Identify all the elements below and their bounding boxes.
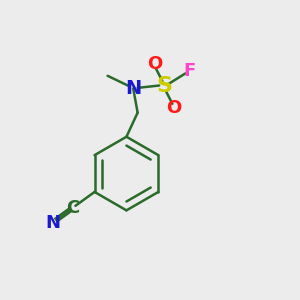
Text: C: C	[66, 199, 79, 217]
Text: O: O	[166, 99, 181, 117]
Text: N: N	[45, 214, 60, 232]
Text: O: O	[147, 55, 162, 73]
Text: S: S	[156, 76, 172, 96]
Text: F: F	[184, 62, 196, 80]
Text: N: N	[125, 79, 141, 98]
